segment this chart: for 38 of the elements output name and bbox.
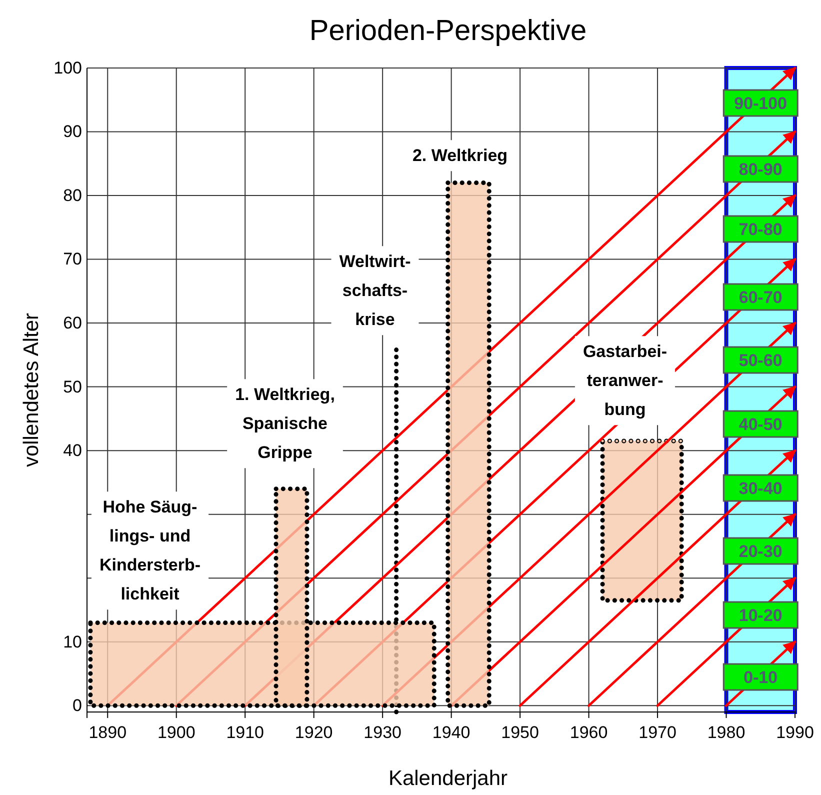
annotation: 50-60: [738, 351, 782, 370]
annotation: 90-100: [734, 94, 788, 114]
y-tick-label: 0: [72, 696, 82, 716]
x-tick-label: 1990: [776, 723, 814, 742]
annotation: 1. Weltkrieg, Spanische Grippe: [235, 385, 335, 462]
x-tick-label: 1940: [432, 723, 470, 742]
y-tick-label: 90: [63, 122, 82, 142]
annotation: Hohe Säug- lings- und Kindersterb- lichkeit: [99, 498, 201, 604]
annotation: 60-70: [738, 288, 782, 308]
x-tick-label: 1890: [88, 723, 127, 742]
x-tick-label: 1920: [294, 723, 333, 742]
annotation: 30-40: [738, 479, 782, 498]
y-tick-label: 100: [54, 58, 82, 78]
x-tick-label: 1910: [226, 723, 264, 742]
annotation: Gastarbei- teranwer- bung: [582, 342, 668, 420]
y-tick-label: 60: [63, 313, 82, 332]
y-tick-label: 80: [63, 186, 82, 205]
chart-title: Perioden-Perspektive: [309, 15, 587, 47]
annotation: 40-50: [738, 415, 782, 434]
x-tick-label: 1930: [364, 723, 402, 742]
annotation: 20-30: [738, 542, 782, 562]
y-tick-label: 50: [63, 377, 82, 396]
annotation: 0-10: [744, 668, 778, 688]
y-tick-label: 10: [63, 632, 82, 652]
x-tick-label: 1960: [570, 723, 608, 742]
annotation: 70-80: [738, 220, 782, 240]
x-tick-label: 1980: [707, 723, 746, 742]
x-tick-label: 1950: [501, 723, 539, 742]
y-tick-label: 40: [63, 441, 82, 460]
x-tick-label: 1970: [638, 723, 676, 742]
annotation: 10-20: [738, 606, 782, 626]
y-axis-title: vollendetes Alter: [20, 312, 43, 468]
annotation: 2. Weltkrieg: [412, 146, 508, 166]
annotation: 80-90: [738, 160, 782, 180]
x-axis-title: Kalenderjahr: [388, 767, 508, 790]
x-tick-label: 1900: [157, 723, 196, 742]
annotation: Weltwirt- schafts- krise: [339, 252, 411, 330]
y-tick-label: 70: [63, 250, 82, 269]
